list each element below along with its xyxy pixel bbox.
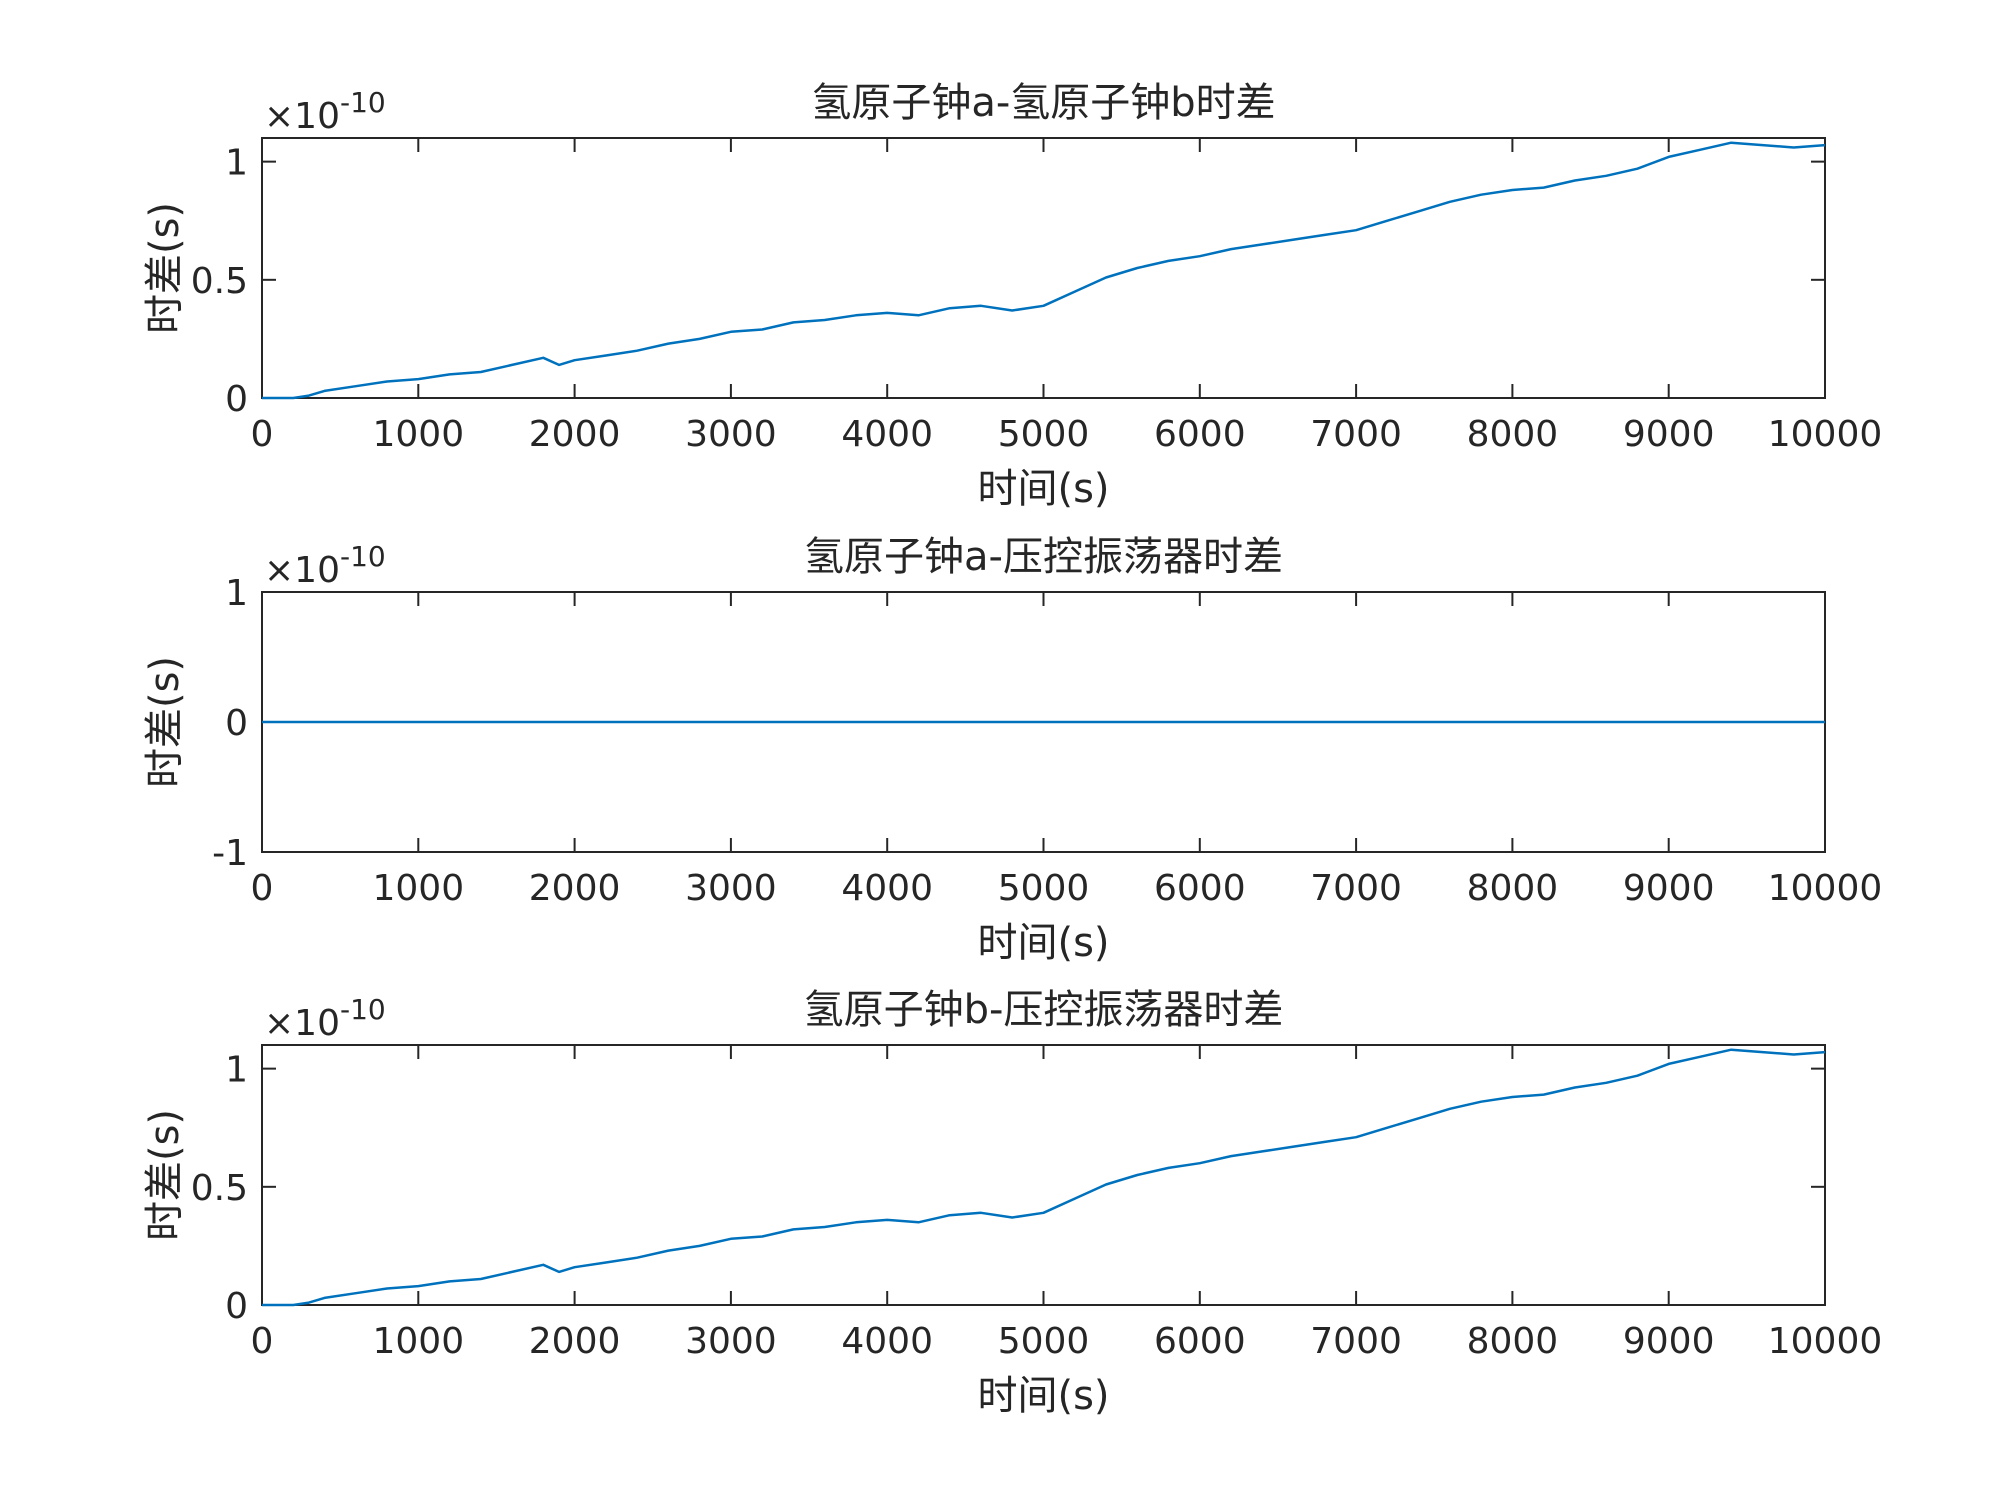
x-tick-label: 2000: [529, 414, 621, 455]
x-tick-label: 8000: [1467, 1321, 1559, 1362]
x-tick-label: 6000: [1154, 1321, 1246, 1362]
y-axis-label: 时差(s): [142, 1109, 188, 1241]
chart-title: 氢原子钟b-压控振荡器时差: [804, 987, 1284, 1033]
exponent-base: ×10: [264, 96, 340, 137]
x-tick-label: 9000: [1623, 868, 1715, 909]
y-tick-label: 0: [225, 703, 248, 744]
y-tick-label: 0.5: [191, 261, 248, 302]
x-tick-label: 7000: [1310, 414, 1402, 455]
x-tick-label: 0: [251, 414, 274, 455]
x-tick-label: 1000: [372, 414, 464, 455]
x-tick-label: 4000: [841, 868, 933, 909]
exponent-power: -10: [340, 993, 386, 1026]
x-tick-label: 3000: [685, 1321, 777, 1362]
x-tick-label: 1000: [372, 1321, 464, 1362]
y-tick-label: 0: [225, 1286, 248, 1327]
y-tick-label: 0: [225, 379, 248, 420]
x-tick-label: 6000: [1154, 868, 1246, 909]
y-tick-label: 0.5: [191, 1168, 248, 1209]
y-axis-label: 时差(s): [142, 656, 188, 788]
y-tick-label: -1: [212, 833, 248, 874]
exponent-power: -10: [340, 86, 386, 119]
series-line: [262, 141, 1826, 400]
y-exponent-label: ×10-10: [264, 993, 386, 1044]
x-tick-label: 3000: [685, 868, 777, 909]
y-exponent-label: ×10-10: [264, 540, 386, 591]
x-tick-label: 6000: [1154, 414, 1246, 455]
x-tick-label: 0: [251, 1321, 274, 1362]
x-tick-label: 2000: [529, 1321, 621, 1362]
subplot-3: 0 1000 2000 3000 4000 5000 6000 7000 8000 9000 100…: [142, 987, 1882, 1419]
chart-title: 氢原子钟a-压控振荡器时差: [804, 534, 1283, 580]
x-tick-label: 4000: [841, 414, 933, 455]
subplot-1: 0 1000 2000 3000 4000 5000 6000 7000 8000 9000 100…: [142, 80, 1882, 512]
x-tick-label: 7000: [1310, 1321, 1402, 1362]
y-tick-label: 1: [225, 143, 248, 184]
y-axis-label: 时差(s): [142, 202, 188, 334]
x-tick-label: 10000: [1768, 414, 1883, 455]
y-tick-label: 1: [225, 573, 248, 614]
x-axis-label: 时间(s): [977, 466, 1109, 512]
series-line: [262, 1048, 1826, 1307]
x-tick-label: 5000: [998, 868, 1090, 909]
x-tick-label: 9000: [1623, 1321, 1715, 1362]
subplot-2: 0 1000 2000 3000 4000 5000 6000 7000 8000 9000 100…: [142, 534, 1882, 966]
chart-title: 氢原子钟a-氢原子钟b时差: [811, 80, 1275, 126]
exponent-base: ×10: [264, 1003, 340, 1044]
exponent-power: -10: [340, 540, 386, 573]
x-tick-label: 10000: [1768, 868, 1883, 909]
x-tick-label: 1000: [372, 868, 464, 909]
x-axis-label: 时间(s): [977, 920, 1109, 966]
exponent-base: ×10: [264, 550, 340, 591]
x-tick-label: 2000: [529, 868, 621, 909]
y-exponent-label: ×10-10: [264, 86, 386, 137]
x-tick-label: 0: [251, 868, 274, 909]
x-tick-label: 5000: [998, 1321, 1090, 1362]
x-tick-label: 10000: [1768, 1321, 1883, 1362]
x-tick-label: 9000: [1623, 414, 1715, 455]
x-tick-label: 8000: [1467, 868, 1559, 909]
x-tick-label: 8000: [1467, 414, 1559, 455]
x-axis-label: 时间(s): [977, 1373, 1109, 1419]
x-tick-label: 3000: [685, 414, 777, 455]
x-tick-label: 4000: [841, 1321, 933, 1362]
x-tick-label: 7000: [1310, 868, 1402, 909]
y-tick-label: 1: [225, 1050, 248, 1091]
x-tick-label: 5000: [998, 414, 1090, 455]
